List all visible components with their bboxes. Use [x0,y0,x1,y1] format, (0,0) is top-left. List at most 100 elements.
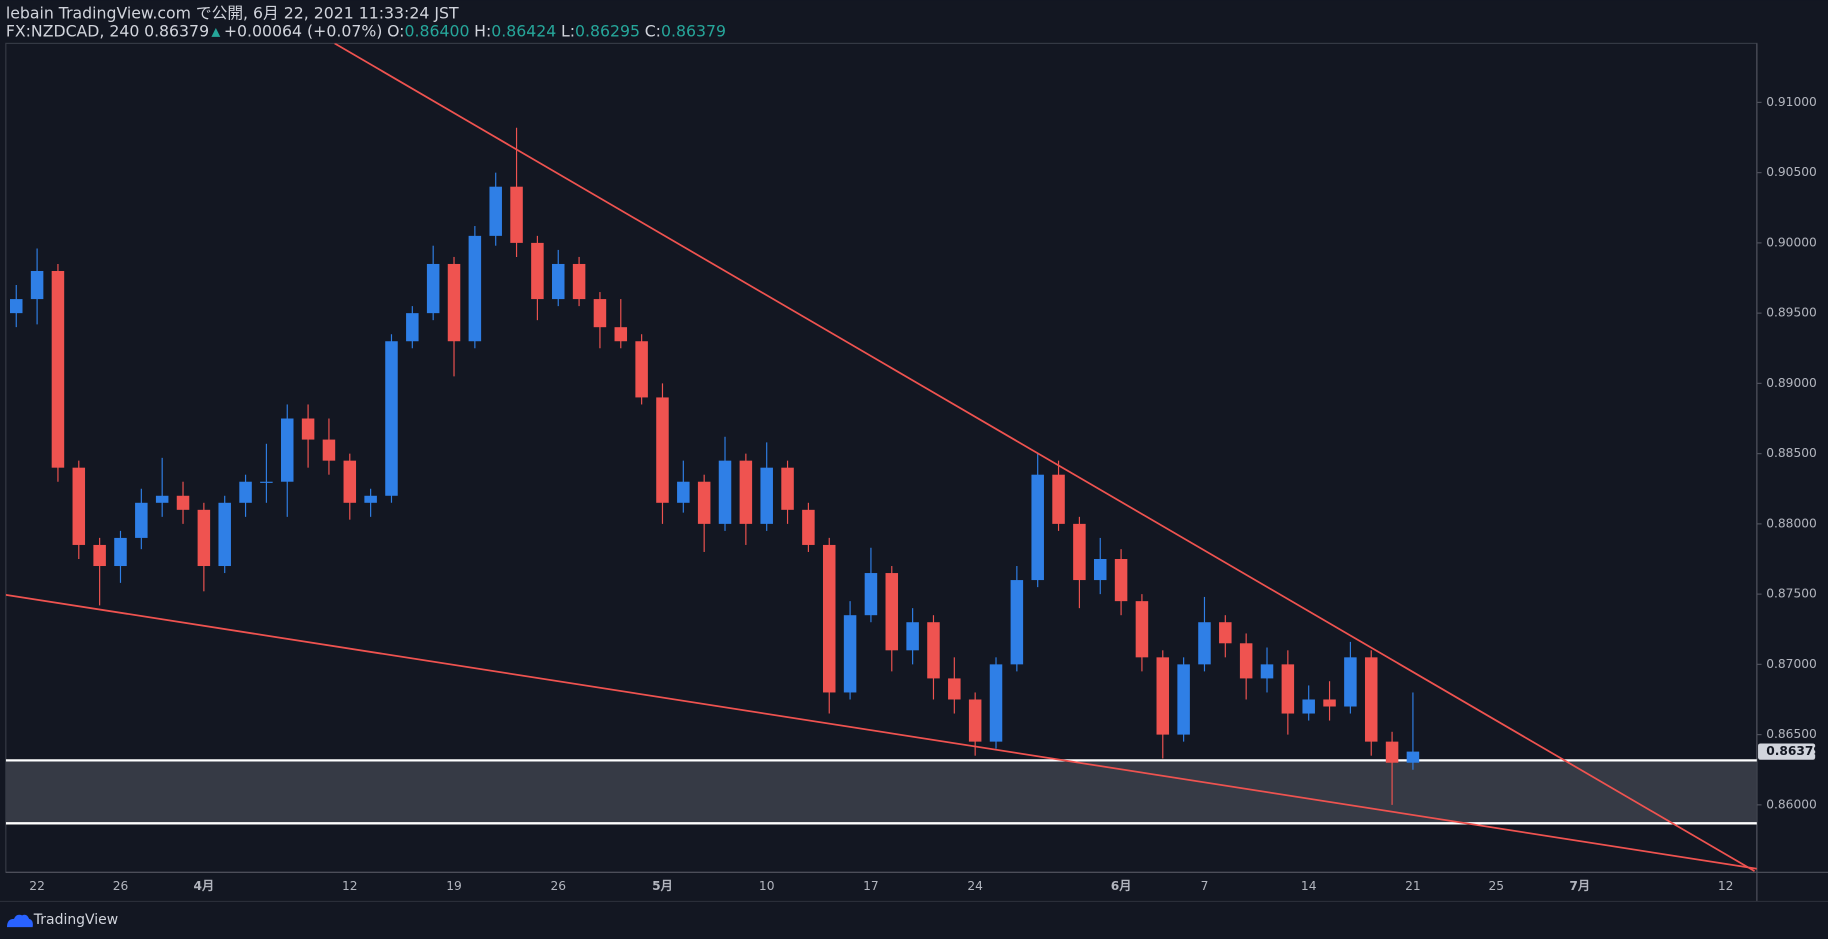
symbol: FX:NZDCAD, 240 [6,21,140,40]
candle-body [468,235,482,342]
candle-body [1010,580,1024,665]
candle-body [1052,474,1065,524]
y-tick-label: 0.86500 [1766,727,1817,741]
candle-body [93,544,106,567]
candle-body [322,439,336,461]
header-line2: FX:NZDCAD, 240 0.86379 ▲ +0.00064 (+0.07%) O… [6,21,726,40]
candle-body [1031,474,1044,581]
candle-body [989,664,1003,742]
candle-body [218,502,231,567]
candle-body [301,418,315,440]
candle-body [1114,558,1128,602]
candle-body [760,467,773,524]
candle-body [551,263,565,300]
candle-body [968,699,982,742]
candle-body [114,537,127,567]
price-tag-box [1758,743,1816,760]
candle-body [51,270,65,468]
y-tick-label: 0.87500 [1766,587,1817,601]
x-tick-label: 25 [1489,879,1505,893]
candle-body [385,341,398,496]
ohlc-label: H: [474,21,491,40]
candle-body [197,509,211,567]
candle-body [948,678,961,700]
candle-body [1385,741,1399,763]
candle-body [885,573,899,651]
x-tick-label: 14 [1301,879,1317,893]
candle-body [718,460,732,524]
candle-body [1406,751,1420,763]
y-tick-label: 0.89000 [1766,376,1817,390]
candle-body [1323,699,1336,707]
candle-body [1177,664,1190,735]
x-tick-label: 6月 [1111,879,1132,893]
candle-body [656,397,669,503]
candle-body [510,186,523,243]
candle-body [364,495,377,503]
candle-body [1156,657,1170,735]
candle-body [155,495,169,503]
y-tick-label: 0.87000 [1766,657,1817,671]
candle-body [822,544,836,693]
candle-body [239,481,252,503]
y-tick-label: 0.90500 [1766,165,1817,179]
x-tick-label: 12 [1718,879,1734,893]
change: +0.00064 (+0.07%) [224,21,383,40]
brand: TradingView [33,912,118,928]
ohlc-label: O: [387,21,404,40]
candle-body [1281,664,1295,714]
y-tick-label: 0.86000 [1766,797,1817,811]
y-tick-label: 0.88500 [1766,446,1817,460]
candle-body [697,481,711,524]
candle-body [30,270,44,300]
x-tick-label: 21 [1405,879,1421,893]
y-tick-label: 0.91000 [1766,95,1817,109]
change-arrow: ▲ [211,24,220,38]
candle-body [1344,657,1357,707]
candle-body [447,263,461,342]
x-tick-label: 4月 [193,879,214,893]
candle-body [343,460,357,503]
candle-body [72,467,86,545]
candle-body [1239,643,1253,679]
candle-body [1198,622,1211,665]
candle-body [572,263,586,300]
ohlc-value: 0.86295 [575,21,640,40]
axes: 0.86000 0.86500 0.87000 0.87500 0.88000 0.885… [29,95,1822,893]
x-tick-label: 7 [1201,879,1209,893]
candle-body [260,481,273,483]
candle-body [927,622,940,679]
price-tag-label: 0.86379 [1766,744,1822,758]
header-line1: lebain TradingView.com で公開, 6月 22, 2021 … [6,4,459,23]
ohlc-value: 0.86424 [491,21,556,40]
x-tick-label: 17 [863,879,879,893]
candle-body [1260,664,1274,679]
candle-body [1135,601,1149,658]
ohlc-value: 0.86400 [404,21,469,40]
x-tick-label: 10 [759,879,775,893]
candle-body [677,481,690,503]
candle-body [739,460,753,524]
candle-body [135,502,148,538]
candle-body [1364,657,1378,742]
ohlc-label: L: [561,21,575,40]
candle-body [1302,699,1315,714]
candle-body [593,299,607,328]
ohlc-label: C: [645,21,661,40]
zone [5,760,1757,824]
x-tick-label: 26 [113,879,129,893]
x-tick-label: 12 [342,879,358,893]
candle-body [489,186,502,236]
candle-body [9,299,23,314]
ohlc-value: 0.86379 [661,21,726,40]
y-tick-label: 0.90000 [1766,235,1817,249]
trendlines [5,43,1757,872]
candle-body [406,313,419,342]
upper-trendline [334,43,1755,872]
last-price: 0.86379 [144,21,209,40]
x-tick-label: 5月 [652,879,673,893]
x-tick-label: 26 [550,879,566,893]
candle-body [864,573,878,616]
lower-trendline [5,593,1757,870]
